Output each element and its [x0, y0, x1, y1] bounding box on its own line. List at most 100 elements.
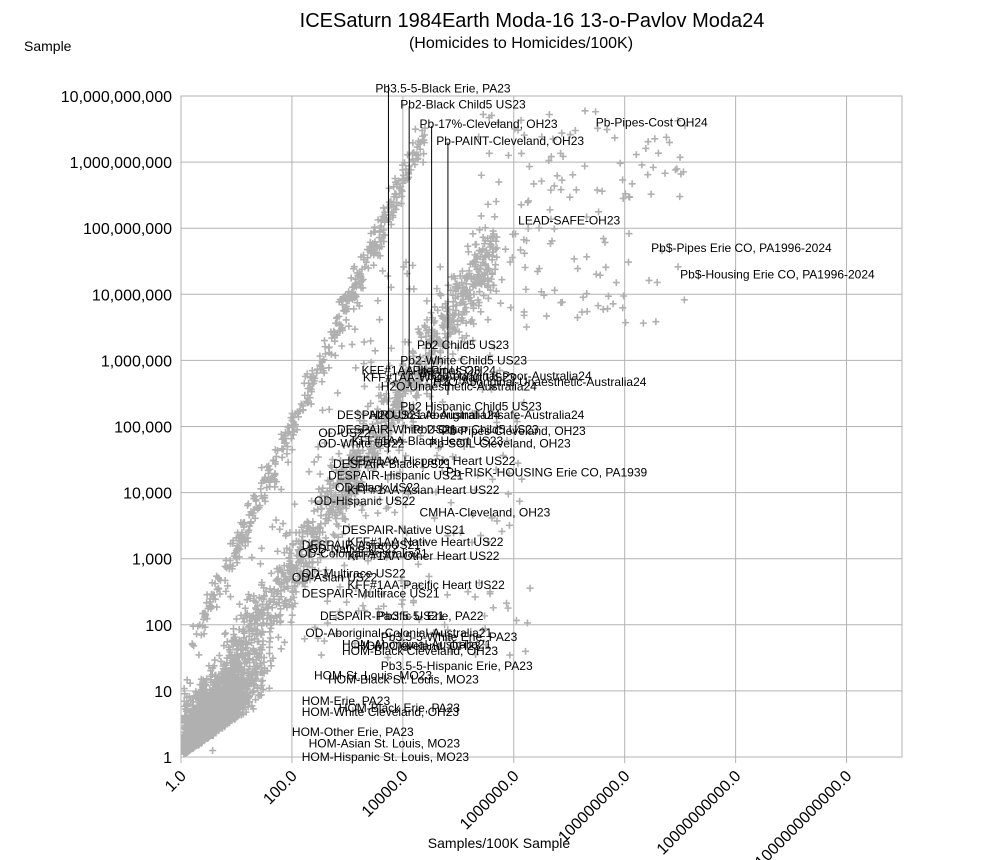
- data-point: [331, 351, 339, 359]
- data-point: [504, 604, 512, 612]
- data-point: [581, 162, 589, 170]
- data-point: [334, 389, 342, 397]
- data-point: [523, 619, 531, 627]
- data-point: [504, 490, 512, 498]
- data-point: [220, 642, 228, 650]
- data-point: [592, 108, 600, 116]
- data-point: [209, 746, 217, 754]
- data-point: [195, 651, 203, 659]
- data-point: [266, 628, 274, 636]
- data-label: LEAD-SAFE-OH23: [518, 214, 620, 228]
- data-point: [609, 300, 617, 308]
- data-point: [263, 667, 271, 675]
- data-point: [653, 278, 661, 286]
- data-point: [193, 630, 201, 638]
- plot-frame: [180, 95, 903, 758]
- data-label: Pb-RISK-HOUSING Erie CO, PA1939: [446, 466, 647, 480]
- data-point: [550, 182, 558, 190]
- data-point: [485, 149, 493, 157]
- data-point: [524, 197, 532, 205]
- data-point: [257, 485, 265, 493]
- data-point: [384, 272, 392, 280]
- data-label: Pb-17%-Cleveland, OH23: [420, 117, 558, 131]
- data-point: [305, 468, 313, 476]
- x-tick-label: 1000000000000.0: [752, 768, 855, 860]
- data-point: [258, 681, 266, 689]
- data-point: [423, 297, 431, 305]
- data-point: [645, 276, 653, 284]
- data-point: [316, 470, 324, 478]
- data-point: [497, 299, 505, 307]
- data-point: [256, 660, 264, 668]
- data-label: DESPAIR-Multirace US21: [302, 586, 440, 600]
- data-point: [348, 340, 356, 348]
- data-point: [505, 521, 513, 529]
- data-label: OD-Hispanic US22: [314, 494, 416, 508]
- data-point: [520, 308, 528, 316]
- data-point: [276, 525, 284, 533]
- data-point: [546, 206, 554, 214]
- data-point: [477, 212, 485, 220]
- data-point: [628, 180, 636, 188]
- data-point: [335, 450, 343, 458]
- data-point: [652, 318, 660, 326]
- data-point: [376, 316, 384, 324]
- data-point: [214, 584, 222, 592]
- data-point: [221, 630, 229, 638]
- chart-subtitle: (Homicides to Homicides/100K): [409, 35, 633, 52]
- data-point: [647, 190, 655, 198]
- data-point: [288, 611, 296, 619]
- data-point: [374, 509, 382, 517]
- data-point: [277, 645, 285, 653]
- data-point: [525, 163, 533, 171]
- data-point: [596, 271, 604, 279]
- data-point: [279, 520, 287, 528]
- data-point: [374, 297, 382, 305]
- y-tick-label: 100: [145, 618, 172, 635]
- data-label: Aboriginal-Unsafe-Australia24: [425, 408, 585, 422]
- x-axis-label: Samples/100K Sample: [428, 835, 571, 851]
- data-label: Pb-Pipes-Cost OH24: [596, 115, 708, 129]
- data-point: [202, 689, 210, 697]
- data-point: [498, 276, 506, 284]
- data-point: [379, 204, 387, 212]
- data-point: [277, 485, 285, 493]
- data-point: [578, 308, 586, 316]
- data-point: [283, 450, 291, 458]
- data-point: [516, 497, 524, 505]
- data-point: [491, 213, 499, 221]
- data-label: OD-White US22: [318, 437, 404, 451]
- data-point: [673, 165, 681, 173]
- data-point: [583, 253, 591, 261]
- data-point: [325, 343, 333, 351]
- data-point: [252, 696, 260, 704]
- data-point: [278, 453, 286, 461]
- data-point: [409, 261, 417, 269]
- data-point: [352, 364, 360, 372]
- data-point: [253, 683, 261, 691]
- data-point: [526, 584, 534, 592]
- data-point: [180, 685, 188, 693]
- data-point: [620, 292, 628, 300]
- data-label: Pb2 Child5 US23: [417, 338, 509, 352]
- data-point: [248, 553, 256, 561]
- data-point: [360, 338, 368, 346]
- y-axis-label: Sample: [24, 38, 72, 54]
- data-point: [246, 698, 254, 706]
- data-label: Pb3.5-5-Black Erie, PA23: [375, 81, 511, 95]
- data-point: [583, 290, 591, 298]
- data-point: [411, 125, 419, 133]
- data-point: [644, 171, 652, 179]
- data-point: [272, 516, 280, 524]
- data-point: [558, 298, 566, 306]
- data-label: HOM-Black St. Louis, MO23: [328, 672, 479, 686]
- data-point: [362, 512, 370, 520]
- data-point: [598, 187, 606, 195]
- x-tick-label: 1.0: [162, 768, 190, 796]
- data-point: [521, 263, 529, 271]
- data-point: [616, 159, 624, 167]
- data-point: [495, 178, 503, 186]
- data-point: [484, 316, 492, 324]
- data-point: [265, 649, 273, 657]
